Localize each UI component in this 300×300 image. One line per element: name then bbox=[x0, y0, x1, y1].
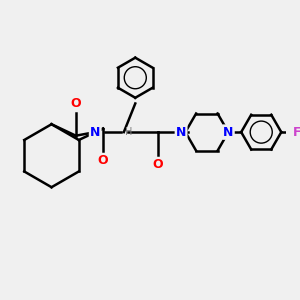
Text: N: N bbox=[223, 126, 233, 139]
Text: O: O bbox=[70, 97, 81, 110]
Text: N: N bbox=[90, 126, 101, 139]
Text: F: F bbox=[293, 126, 300, 139]
Text: N: N bbox=[176, 126, 186, 139]
Text: H: H bbox=[125, 127, 133, 137]
Text: O: O bbox=[153, 158, 164, 171]
Text: O: O bbox=[98, 154, 108, 167]
